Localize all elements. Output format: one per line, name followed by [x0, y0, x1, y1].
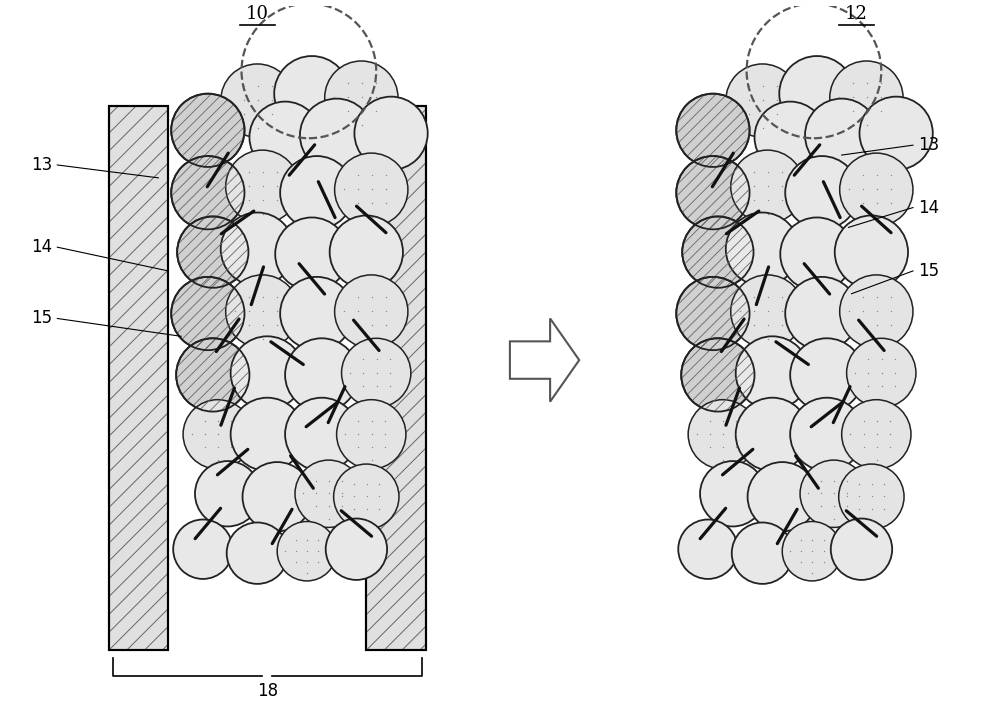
Circle shape: [859, 97, 933, 170]
Circle shape: [325, 61, 398, 135]
Circle shape: [681, 338, 755, 412]
Circle shape: [842, 400, 911, 469]
Circle shape: [295, 460, 362, 528]
Circle shape: [277, 521, 337, 581]
Circle shape: [748, 462, 817, 531]
Text: 14: 14: [918, 198, 939, 216]
Circle shape: [785, 277, 859, 350]
Circle shape: [342, 338, 411, 407]
Circle shape: [354, 97, 428, 170]
Bar: [366, 105, 426, 650]
Circle shape: [243, 462, 312, 531]
Circle shape: [678, 520, 738, 579]
Circle shape: [195, 461, 260, 526]
Circle shape: [231, 397, 304, 471]
Circle shape: [274, 56, 349, 131]
Circle shape: [300, 99, 373, 172]
Circle shape: [226, 150, 299, 223]
Circle shape: [780, 218, 854, 291]
Circle shape: [176, 338, 249, 412]
Circle shape: [171, 277, 244, 350]
Bar: [109, 105, 168, 650]
Text: 10: 10: [246, 5, 269, 24]
Text: 14: 14: [31, 238, 52, 256]
Circle shape: [700, 461, 765, 526]
Circle shape: [731, 150, 804, 223]
Circle shape: [227, 523, 288, 584]
Circle shape: [173, 520, 233, 579]
Bar: [366, 105, 426, 650]
Circle shape: [805, 99, 878, 172]
Circle shape: [275, 218, 348, 291]
Circle shape: [779, 56, 855, 131]
Text: 13: 13: [918, 136, 939, 154]
Text: 15: 15: [918, 262, 939, 280]
Circle shape: [782, 521, 842, 581]
Text: 18: 18: [257, 682, 278, 700]
Circle shape: [835, 216, 908, 289]
Circle shape: [334, 464, 399, 529]
Circle shape: [177, 216, 248, 288]
Circle shape: [755, 102, 826, 173]
Circle shape: [249, 102, 321, 173]
Circle shape: [676, 156, 750, 229]
Text: 15: 15: [31, 309, 52, 327]
Circle shape: [831, 518, 892, 580]
Circle shape: [183, 400, 252, 469]
Circle shape: [337, 400, 406, 469]
Circle shape: [676, 94, 750, 167]
Circle shape: [676, 277, 750, 350]
Circle shape: [221, 213, 294, 286]
Circle shape: [280, 277, 353, 350]
Circle shape: [736, 397, 809, 471]
Circle shape: [726, 213, 799, 286]
Circle shape: [790, 397, 863, 471]
Circle shape: [840, 275, 913, 348]
Bar: [109, 105, 168, 650]
Circle shape: [847, 338, 916, 407]
Circle shape: [330, 216, 403, 289]
Circle shape: [335, 275, 408, 348]
Circle shape: [280, 156, 353, 229]
Circle shape: [231, 337, 304, 410]
Circle shape: [732, 523, 793, 584]
Circle shape: [226, 275, 299, 348]
Circle shape: [736, 337, 809, 410]
Polygon shape: [510, 319, 579, 402]
Circle shape: [682, 216, 754, 288]
Circle shape: [790, 338, 863, 412]
Circle shape: [335, 153, 408, 226]
Bar: [366, 105, 426, 650]
Circle shape: [785, 156, 859, 229]
Circle shape: [171, 94, 244, 167]
Circle shape: [840, 153, 913, 226]
Circle shape: [839, 464, 904, 529]
Circle shape: [830, 61, 903, 135]
Circle shape: [800, 460, 867, 528]
Circle shape: [285, 338, 358, 412]
Circle shape: [726, 64, 799, 137]
Circle shape: [171, 156, 244, 229]
Text: 13: 13: [31, 156, 52, 174]
Circle shape: [326, 518, 387, 580]
Circle shape: [285, 397, 358, 471]
Circle shape: [688, 400, 757, 469]
Circle shape: [221, 64, 294, 137]
Bar: [109, 105, 168, 650]
Circle shape: [731, 275, 804, 348]
Text: 12: 12: [845, 5, 868, 24]
